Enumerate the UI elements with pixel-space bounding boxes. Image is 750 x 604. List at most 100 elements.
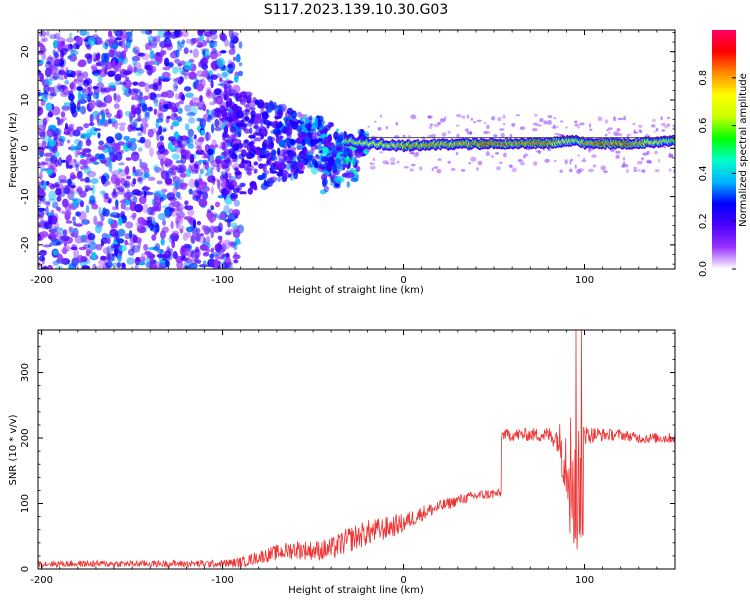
noise-blob (132, 166, 136, 173)
noise-blob (47, 214, 53, 225)
speckle-blob (658, 158, 661, 163)
transition-blob (242, 139, 249, 149)
speckle-blob (493, 134, 498, 138)
noise-blob (165, 76, 172, 81)
transition-blob (286, 132, 292, 141)
speckle-blob (496, 166, 501, 171)
transition-blob (238, 153, 245, 160)
transition-blob (339, 176, 345, 183)
noise-blob (185, 226, 194, 233)
noise-blob (216, 163, 221, 173)
noise-blob (58, 210, 66, 214)
transition-blob (280, 154, 286, 158)
noise-blob (56, 37, 66, 44)
noise-blob (39, 231, 49, 238)
noise-blob (100, 255, 107, 261)
speckle-blob (603, 170, 608, 174)
transition-blob (243, 191, 247, 195)
noise-blob (44, 94, 48, 98)
noise-blob (110, 174, 118, 185)
noise-blob (123, 70, 133, 74)
speckle-blob (476, 119, 482, 123)
noise-blob (217, 235, 223, 240)
noise-blob (155, 266, 162, 269)
transition-blob (269, 170, 278, 174)
transition-blob (338, 132, 346, 139)
noise-blob (44, 82, 51, 92)
noise-blob (38, 222, 42, 228)
transition-blob (290, 175, 294, 181)
noise-blob (137, 52, 146, 57)
speckle-blob (574, 164, 577, 169)
speckle-blob (633, 131, 639, 134)
noise-blob (232, 209, 241, 217)
noise-blob (42, 244, 51, 248)
noise-blob (59, 138, 65, 147)
transition-blob (257, 132, 262, 137)
noise-blob (214, 118, 220, 128)
speckle-blob (604, 133, 608, 137)
noise-blob (225, 231, 232, 236)
noise-blob (140, 171, 148, 180)
noise-blob (80, 236, 85, 244)
noise-blob (48, 66, 58, 75)
transition-blob (219, 105, 227, 114)
noise-blob (206, 36, 210, 44)
noise-blob (119, 125, 126, 132)
transition-blob (278, 140, 286, 148)
noise-blob (214, 243, 222, 253)
noise-blob (43, 180, 47, 191)
speckle-blob (433, 166, 439, 169)
noise-blob (99, 85, 107, 96)
speckle-blob (409, 168, 414, 172)
noise-blob (213, 88, 222, 96)
speckle-blob (617, 133, 623, 137)
noise-blob (125, 40, 131, 49)
speckle-blob (456, 133, 460, 138)
noise-blob (87, 170, 97, 178)
noise-blob (38, 181, 41, 187)
speckle-blob (533, 161, 538, 166)
noise-blob (138, 261, 146, 266)
noise-blob (214, 144, 219, 148)
noise-blob (45, 102, 53, 111)
noise-blob (48, 147, 54, 151)
noise-blob (59, 70, 66, 81)
transition-blob (271, 149, 276, 157)
noise-blob (89, 157, 97, 163)
transition-blob (330, 176, 335, 183)
y-tick-label: 100 (20, 494, 31, 513)
noise-blob (210, 167, 215, 170)
noise-blob (110, 211, 119, 217)
noise-blob (210, 74, 218, 80)
speckle-blob (638, 128, 642, 133)
noise-blob (175, 191, 181, 198)
noise-blob (64, 80, 70, 85)
speckle-blob (470, 156, 477, 162)
noise-blob (92, 161, 100, 165)
noise-blob (207, 154, 215, 164)
noise-blob (159, 196, 164, 202)
speckle-blob (450, 167, 456, 172)
transition-blob (336, 128, 339, 132)
transition-blob (276, 171, 284, 177)
noise-blob (140, 123, 144, 133)
noise-blob (163, 40, 173, 48)
noise-blob (95, 224, 102, 234)
noise-blob (38, 255, 45, 262)
noise-blob (116, 109, 123, 119)
speckle-blob (385, 125, 388, 130)
noise-blob (179, 70, 186, 76)
speckle-blob (597, 116, 603, 122)
speckle-blob (437, 158, 442, 161)
noise-blob (108, 198, 112, 204)
noise-blob (209, 30, 218, 35)
speckle-blob (523, 153, 529, 157)
speckle-blob (477, 160, 483, 166)
noise-blob (162, 219, 166, 226)
noise-blob (184, 205, 194, 211)
transition-blob (227, 84, 233, 92)
noise-blob (192, 219, 197, 229)
noise-blob (95, 53, 101, 61)
